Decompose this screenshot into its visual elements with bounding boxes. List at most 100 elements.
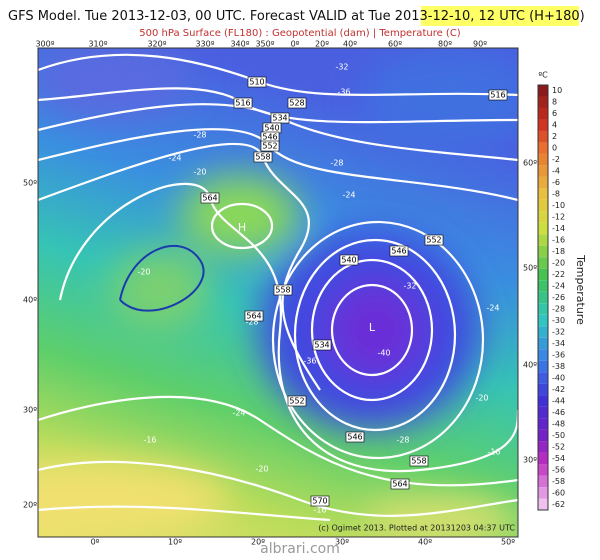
right-latitude: 30º — [523, 456, 537, 465]
left-latitude: 50º — [23, 179, 37, 188]
height-label: 564 — [202, 194, 217, 203]
title-highlight-box — [421, 6, 579, 26]
title-text: GFS Model. Tue 2013-12-03, 00 UTC. Forec… — [8, 9, 441, 24]
colorbar-tick-label: -24 — [552, 282, 565, 291]
colorbar-tick-label: 8 — [552, 98, 557, 107]
colorbar-tick-label: -48 — [552, 419, 565, 428]
colorbar-swatch — [538, 487, 548, 499]
colorbar-tick-label: -12 — [552, 213, 565, 222]
map-area — [38, 48, 518, 537]
height-label: 558 — [255, 153, 270, 162]
temperature-label: -24 — [232, 409, 245, 418]
temperature-label: -20 — [255, 465, 268, 474]
colorbar-swatch — [538, 130, 548, 143]
height-label: 528 — [289, 99, 304, 108]
height-label: 552 — [289, 397, 304, 406]
pressure-center: L — [369, 321, 376, 334]
height-label-box — [409, 455, 429, 467]
top-longitude: 90º — [473, 40, 487, 49]
temperature-label: -20 — [193, 168, 206, 177]
pressure-center: H — [238, 221, 246, 234]
temperature-label: -24 — [342, 191, 355, 200]
top-longitude: 320º — [147, 40, 166, 49]
title-highlight: 2-10, 12 UTC (H+180) — [441, 9, 585, 24]
colorbar-tick-label: 6 — [552, 109, 557, 118]
colorbar-swatch — [538, 199, 548, 212]
height-label-box — [310, 495, 330, 507]
colorbar-tick-label: -54 — [552, 454, 565, 463]
height-label-box — [389, 245, 409, 257]
colorbar-tick-label: -4 — [552, 167, 560, 176]
colorbar-swatch — [538, 234, 548, 246]
colorbar-unit: ºC — [538, 71, 548, 80]
colorbar-tick-label: -40 — [552, 373, 565, 382]
colorbar-tick-label: -2 — [552, 155, 560, 164]
colorbar-swatch — [538, 119, 548, 131]
height-label-box — [200, 192, 220, 204]
subtitle: 500 hPa Surface (FL180) : Geopotential (… — [139, 28, 461, 39]
height-label: 546 — [391, 247, 406, 256]
height-label-box — [488, 89, 508, 101]
top-longitude: 0º — [291, 40, 300, 49]
watermark: albrari.com — [260, 541, 340, 557]
map-frame — [37, 47, 519, 538]
height-label-box — [424, 234, 444, 246]
height-label-box — [345, 431, 365, 443]
temperature-label: -16 — [487, 448, 500, 457]
colorbar-tick-label: 0 — [552, 144, 557, 153]
temperature-label: -40 — [377, 349, 390, 358]
temperature-label: -36 — [337, 88, 350, 97]
colorbar-swatch — [538, 314, 548, 327]
colorbar-swatch — [538, 475, 548, 488]
title: GFS Model. Tue 2013-12-03, 00 UTC. Forec… — [8, 9, 585, 24]
colorbar-swatch — [538, 395, 548, 407]
temperature-label: -28 — [245, 318, 258, 327]
left-latitude: 30º — [23, 406, 37, 415]
bottom-longitude: 10º — [168, 538, 182, 547]
colorbar-swatch — [538, 245, 548, 258]
height-label-box — [287, 97, 307, 109]
colorbar-tick-label: -20 — [552, 259, 565, 268]
temperature-label: -16 — [143, 436, 156, 445]
left-latitude: 40º — [23, 296, 37, 305]
colorbar-tick-label: -22 — [552, 270, 565, 279]
right-latitude: 60º — [523, 159, 537, 168]
temperature-label: -32 — [335, 63, 348, 72]
height-label-box — [339, 254, 359, 266]
colorbar-tick-label: -30 — [552, 316, 565, 325]
height-label: 516 — [235, 99, 250, 108]
left-latitude: 20º — [23, 501, 37, 510]
top-longitude: 340º — [230, 40, 249, 49]
colorbar-tick-label: -14 — [552, 224, 565, 233]
colorbar-tick-label: -58 — [552, 477, 565, 486]
colorbar-swatch — [538, 176, 548, 189]
colorbar-swatch — [538, 153, 548, 166]
temperature-label: -20 — [475, 394, 488, 403]
colorbar-swatch — [538, 349, 548, 361]
temperature-label: -16 — [313, 506, 326, 515]
bottom-longitude: 30º — [335, 538, 349, 547]
colorbar-tick-label: 2 — [552, 132, 557, 141]
temperature-label: -24 — [168, 154, 181, 163]
colorbar-swatch — [538, 498, 548, 510]
temperature-label: -36 — [303, 357, 316, 366]
temperature-label: -28 — [193, 131, 206, 140]
height-label: 540 — [264, 124, 279, 133]
colorbar-swatch — [538, 337, 548, 350]
height-label-box — [233, 97, 253, 109]
colorbar-swatch — [538, 257, 548, 269]
colorbar-tick-label: -46 — [552, 408, 565, 417]
zero-isotherm — [119, 244, 205, 312]
top-longitude: 300º — [35, 40, 54, 49]
top-longitude: 20º — [315, 40, 329, 49]
height-label: 552 — [426, 236, 441, 245]
height-label: 564 — [246, 312, 261, 321]
height-label-box — [287, 395, 307, 407]
bottom-longitude: 0º — [91, 538, 100, 547]
colorbar-tick-label: -52 — [552, 442, 565, 451]
top-longitude: 330º — [195, 40, 214, 49]
colorbar-swatch — [538, 383, 548, 396]
colorbar-swatch — [538, 464, 548, 476]
height-label: 558 — [275, 286, 290, 295]
